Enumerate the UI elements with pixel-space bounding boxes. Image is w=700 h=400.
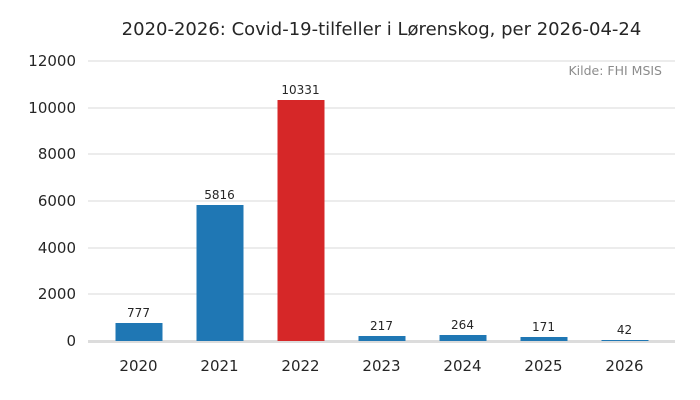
value-label-2021: 5816 [204, 188, 235, 203]
source-note: Kilde: FHI MSIS [568, 63, 662, 78]
x-tick-label-2022: 2022 [281, 357, 320, 375]
bar-slot-2023: 217 2023 [341, 61, 422, 375]
x-tick-label-2021: 2021 [200, 357, 239, 375]
bar-slot-2024: 264 2024 [422, 61, 503, 375]
bar-slot-2025: 171 2025 [503, 61, 584, 375]
bar-2026 [601, 340, 648, 341]
bar-slot-2021: 5816 2021 [179, 61, 260, 375]
y-gridline-6000 [88, 200, 675, 202]
value-label-2020: 777 [127, 305, 150, 320]
y-gridline-10000 [88, 106, 675, 109]
y-gridline-4000 [88, 246, 675, 249]
y-gridline-12000 [88, 60, 675, 62]
bar-2021 [196, 205, 243, 341]
bars-layer: 777 2020 5816 2021 10331 2022 217 2023 264 2024 17… [98, 61, 665, 375]
bar-slot-2022: 10331 2022 [260, 61, 341, 375]
y-tick-label-2000: 2000 [37, 285, 76, 304]
x-tick-label-2026: 2026 [605, 357, 644, 375]
bar-2022 [277, 99, 324, 341]
bar-2023 [358, 335, 405, 341]
bar-2025 [520, 337, 567, 341]
y-tick-label-4000: 4000 [37, 238, 76, 257]
bar-slot-2026: 42 2026 [584, 61, 665, 375]
chart-title: 2020-2026: Covid-19-tilfeller i Lørensko… [121, 19, 642, 40]
gridlines-layer: 0 2000 4000 6000 8000 10000 12000 [28, 52, 675, 350]
value-label-2025: 171 [532, 320, 555, 335]
value-label-2026: 42 [616, 323, 633, 338]
y-gridline-8000 [88, 153, 675, 156]
x-tick-label-2020: 2020 [119, 357, 158, 375]
plot-area: 0 2000 4000 6000 8000 10000 12000 777 2020 5816 2… [28, 52, 675, 375]
value-label-2024: 264 [451, 317, 474, 332]
value-label-2023: 217 [370, 318, 393, 333]
y-tick-label-8000: 8000 [37, 145, 76, 164]
y-tick-label-6000: 6000 [37, 192, 76, 210]
x-axis-baseline [88, 339, 675, 343]
x-tick-label-2023: 2023 [362, 357, 401, 375]
value-label-2022: 10331 [281, 82, 320, 97]
y-gridline-2000 [88, 293, 675, 296]
y-tick-label-0: 0 [66, 332, 76, 350]
bar-2020 [115, 322, 162, 341]
x-tick-label-2025: 2025 [524, 357, 563, 375]
bar-2024 [439, 334, 486, 341]
bar-slot-2020: 777 2020 [98, 61, 179, 375]
y-tick-label-12000: 12000 [28, 52, 76, 70]
x-tick-label-2024: 2024 [443, 357, 482, 375]
y-tick-label-10000: 10000 [28, 98, 76, 117]
